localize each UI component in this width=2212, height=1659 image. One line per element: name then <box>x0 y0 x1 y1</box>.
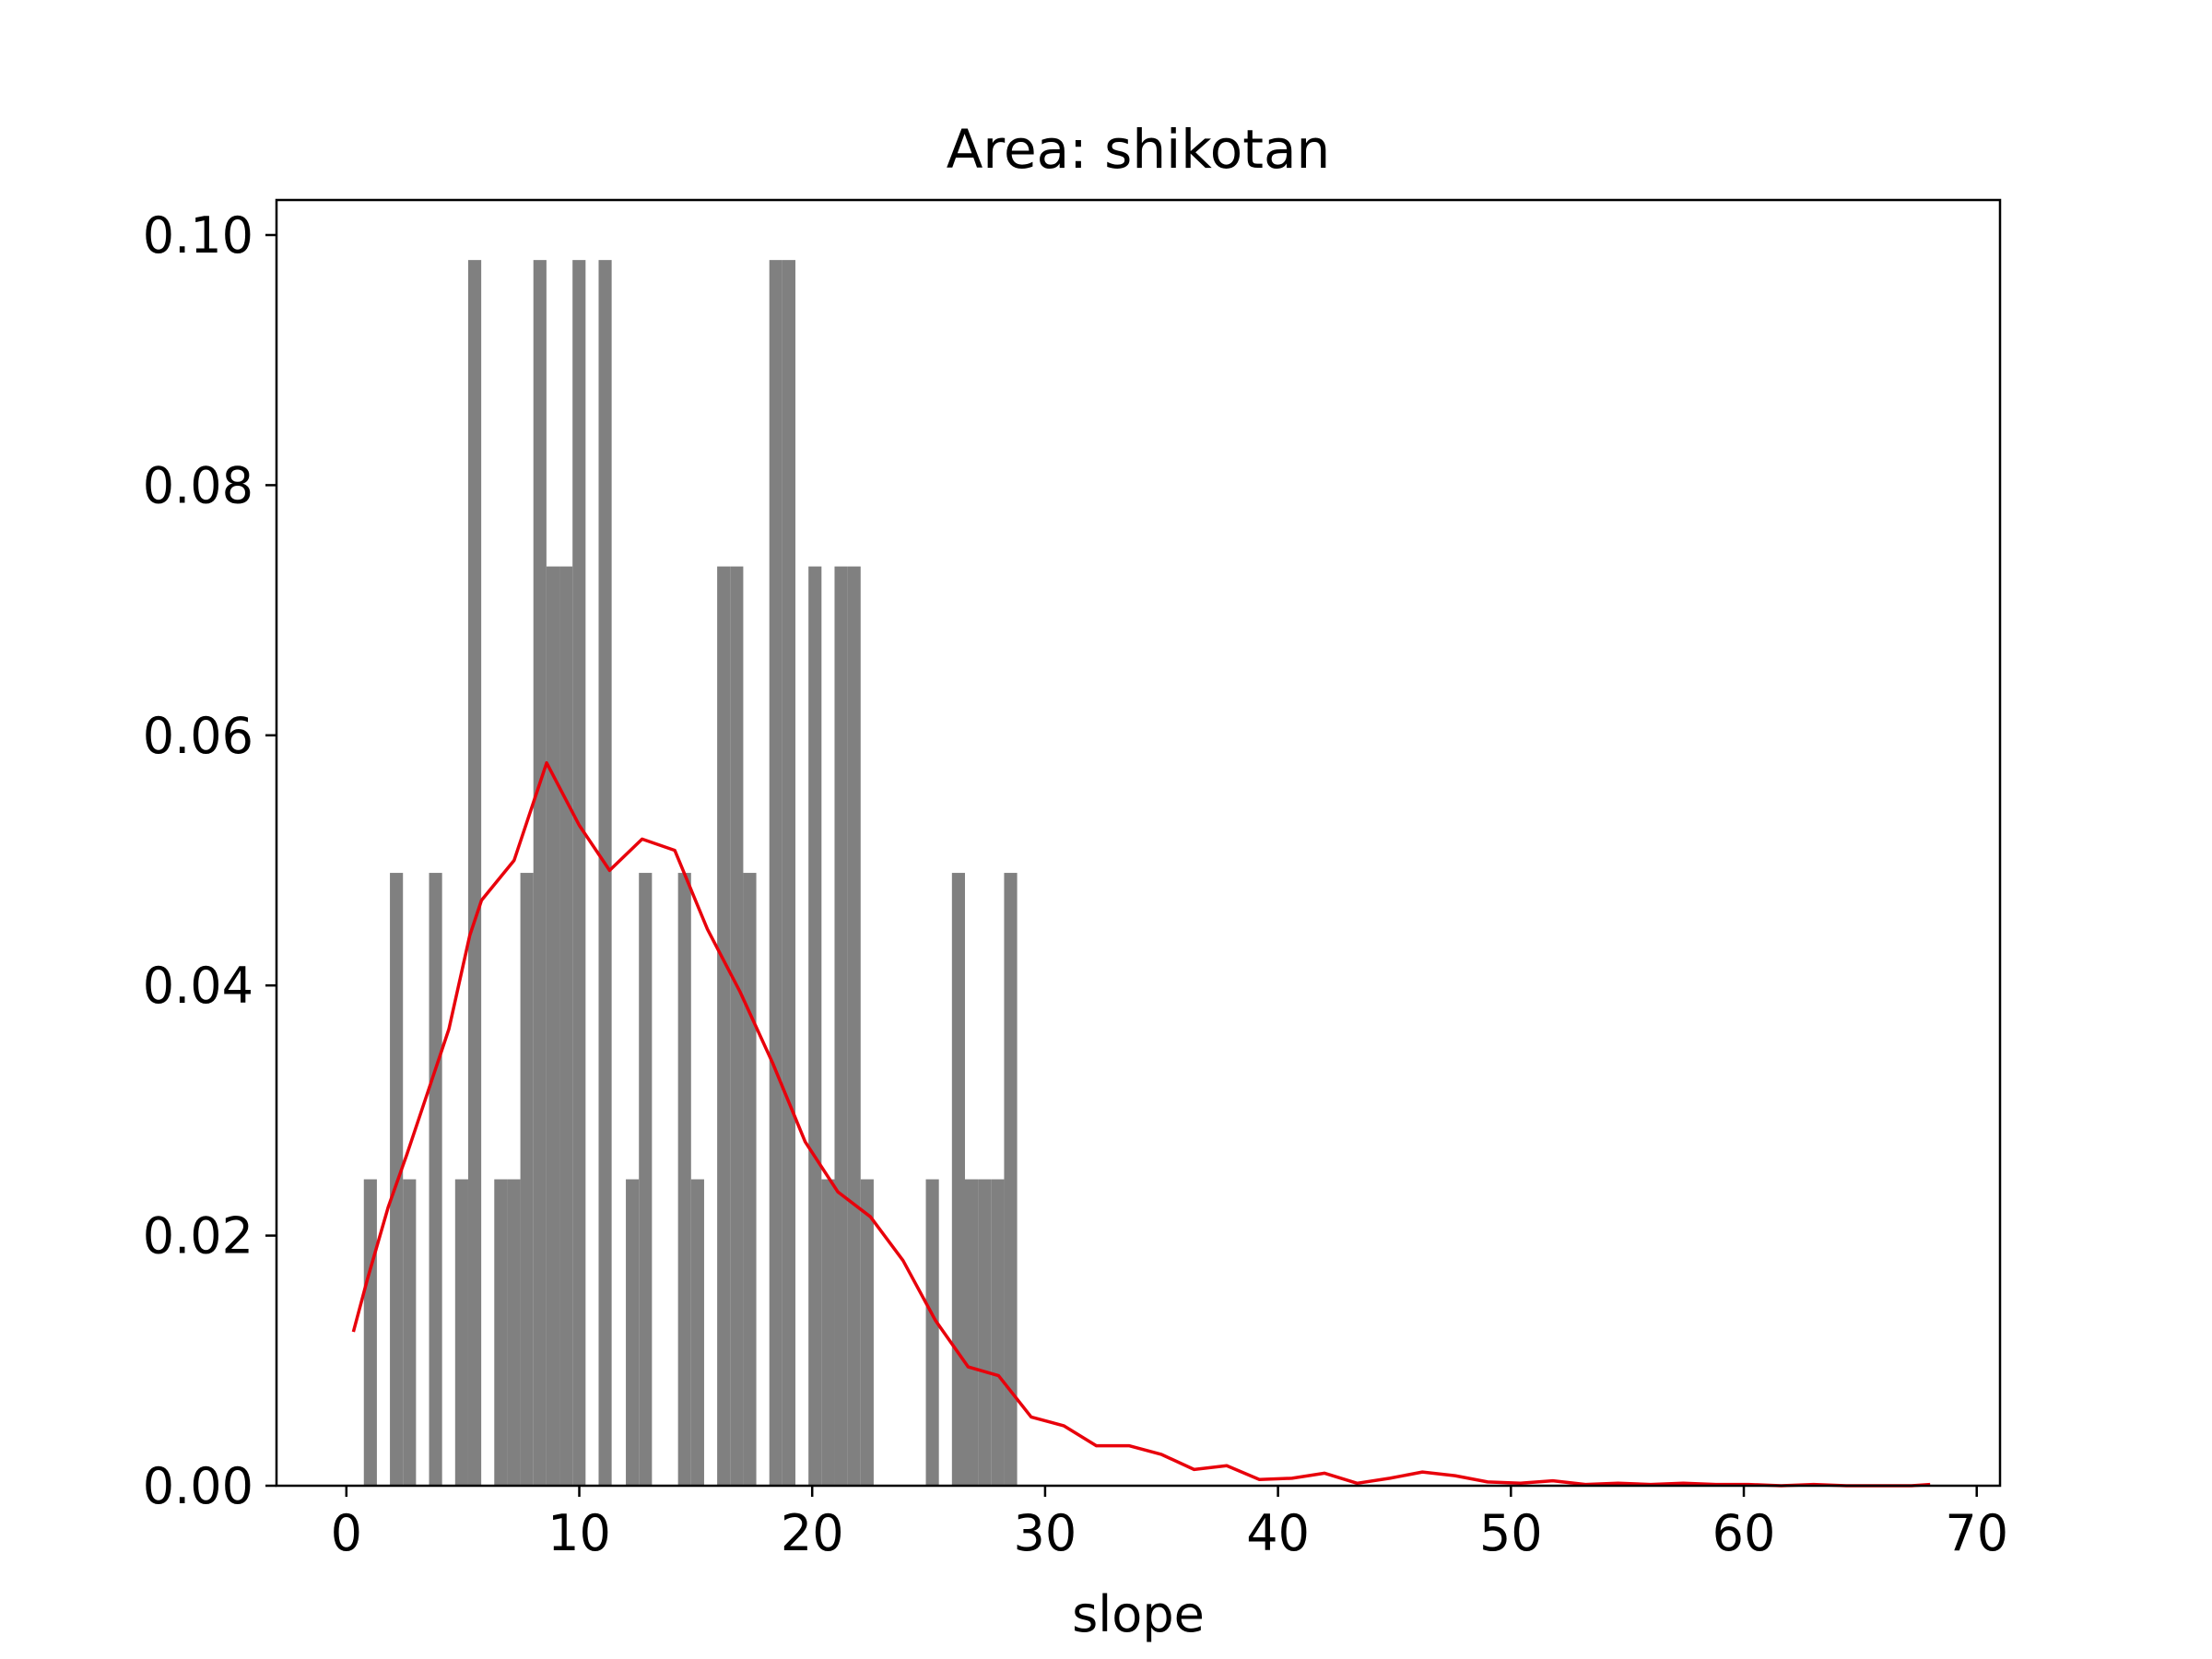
x-axis: 0 10 20 30 40 50 60 70 <box>331 1486 2008 1562</box>
histogram-bar <box>546 566 560 1486</box>
histogram-bar <box>951 873 965 1486</box>
histogram-bar <box>429 873 442 1486</box>
y-tick-label: 0.08 <box>143 456 253 514</box>
y-tick-label: 0.00 <box>143 1457 253 1515</box>
x-axis-label: slope <box>1072 1585 1205 1643</box>
histogram-bar <box>730 566 744 1486</box>
histogram-bar <box>639 873 653 1486</box>
histogram-bar <box>717 566 731 1486</box>
histogram-bar <box>598 260 612 1486</box>
histogram-bar <box>559 566 573 1486</box>
histogram-bar <box>821 1179 835 1486</box>
histogram-bar <box>403 1179 417 1486</box>
histogram-bar <box>978 1179 992 1486</box>
histogram-bar <box>533 260 547 1486</box>
histogram-bar <box>626 1179 640 1486</box>
histogram-bar <box>991 1179 1005 1486</box>
histogram-bar <box>743 873 757 1486</box>
histogram-bar <box>467 260 482 1486</box>
plot-area <box>351 260 1931 1488</box>
histogram-bar <box>520 873 534 1486</box>
histogram-bar <box>677 873 691 1486</box>
x-tick-label: 40 <box>1246 1504 1310 1562</box>
x-tick-label: 30 <box>1014 1504 1077 1562</box>
histogram-bar <box>834 566 848 1486</box>
y-tick-label: 0.10 <box>143 206 253 265</box>
histogram-bar <box>690 1179 704 1486</box>
axes-frame <box>275 198 2002 1488</box>
histogram-bar <box>507 1179 521 1486</box>
y-tick-label: 0.02 <box>143 1207 253 1265</box>
y-tick-label: 0.04 <box>143 957 253 1015</box>
histogram-bar <box>860 1179 874 1486</box>
x-tick-label: 50 <box>1479 1504 1543 1562</box>
x-tick-label: 70 <box>1945 1504 2008 1562</box>
x-tick-label: 20 <box>781 1504 844 1562</box>
histogram-bar <box>782 260 796 1486</box>
histogram-bar <box>769 260 782 1486</box>
histogram-bar <box>964 1179 979 1486</box>
histogram-bar <box>1004 873 1018 1486</box>
histogram-bars <box>363 260 1018 1486</box>
chart-title: Area: shikotan <box>947 118 1331 181</box>
histogram-bar <box>494 1179 508 1486</box>
x-tick-label: 60 <box>1712 1504 1776 1562</box>
x-tick-label: 10 <box>547 1504 611 1562</box>
y-tick-label: 0.06 <box>143 707 253 765</box>
y-axis: 0.00 0.02 0.04 0.06 0.08 0.10 <box>143 206 276 1515</box>
density-line <box>351 760 1931 1488</box>
histogram-bar <box>925 1179 939 1486</box>
histogram-bar <box>847 566 861 1486</box>
histogram-bar <box>572 260 586 1486</box>
histogram-bar <box>808 566 822 1486</box>
histogram-bar <box>363 1179 377 1486</box>
histogram-bar <box>454 1179 468 1486</box>
x-tick-label: 0 <box>331 1504 362 1562</box>
